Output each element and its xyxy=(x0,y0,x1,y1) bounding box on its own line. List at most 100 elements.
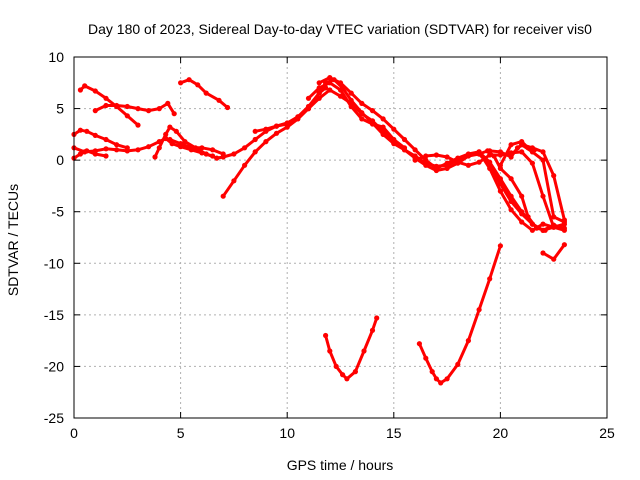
data-point xyxy=(165,100,171,106)
data-point xyxy=(263,126,269,132)
data-point xyxy=(369,121,376,127)
data-point xyxy=(529,160,536,166)
data-point xyxy=(103,146,109,152)
data-point xyxy=(182,139,188,145)
data-point xyxy=(152,154,158,160)
series-arc-20 xyxy=(417,244,502,385)
data-point xyxy=(103,102,109,109)
data-point xyxy=(540,193,546,199)
data-point xyxy=(337,87,344,93)
data-point xyxy=(561,227,568,233)
data-point xyxy=(252,128,258,134)
series-arc-11 xyxy=(307,81,406,150)
data-point xyxy=(77,87,83,93)
data-point xyxy=(369,327,376,333)
y-tick-label: 10 xyxy=(48,49,64,65)
data-point xyxy=(361,348,367,354)
x-tick-label: 10 xyxy=(279,425,295,441)
data-point xyxy=(327,348,333,354)
data-point xyxy=(323,332,329,339)
data-point xyxy=(508,152,514,158)
data-point xyxy=(156,106,162,112)
x-tick-label: 25 xyxy=(599,425,615,441)
data-point xyxy=(103,95,109,101)
data-point xyxy=(337,80,344,86)
data-point xyxy=(220,193,226,199)
data-point xyxy=(391,136,397,143)
data-point xyxy=(171,111,177,117)
data-point xyxy=(561,217,568,223)
data-point xyxy=(508,142,514,148)
data-point xyxy=(433,376,439,382)
data-point xyxy=(455,361,461,367)
data-point xyxy=(531,147,538,153)
data-point xyxy=(103,153,109,159)
data-point xyxy=(124,103,130,110)
data-point xyxy=(519,209,525,215)
y-tick-label: 5 xyxy=(56,101,64,117)
data-point xyxy=(327,80,333,86)
data-point xyxy=(487,165,493,171)
data-point xyxy=(487,276,493,282)
data-point xyxy=(210,147,216,153)
data-point xyxy=(231,151,237,157)
data-point xyxy=(444,160,450,166)
data-point xyxy=(252,136,258,143)
data-point xyxy=(92,108,98,114)
data-point xyxy=(444,154,450,160)
data-point xyxy=(359,100,365,106)
axis-ticks: 0 5 10 15 20 25 -25 -20 -15 -10 -5 0 5 10 xyxy=(44,49,615,441)
data-point xyxy=(529,227,536,233)
data-point xyxy=(455,155,461,161)
data-point xyxy=(263,139,269,145)
data-point xyxy=(519,139,525,145)
data-point xyxy=(465,162,471,168)
data-point xyxy=(401,145,408,151)
x-tick-label: 20 xyxy=(493,425,509,441)
data-point xyxy=(534,225,540,231)
data-point xyxy=(348,103,354,110)
grid-lines xyxy=(74,57,607,418)
data-point xyxy=(487,159,493,165)
data-point xyxy=(214,155,220,161)
data-point xyxy=(77,151,83,157)
data-point xyxy=(359,111,365,117)
data-point xyxy=(359,116,365,122)
data-point xyxy=(476,159,482,165)
data-point xyxy=(224,104,231,111)
series-arc-9 xyxy=(221,78,566,232)
data-point xyxy=(497,176,503,182)
data-point xyxy=(316,85,322,91)
x-axis-label: GPS time / hours xyxy=(287,457,394,473)
data-point xyxy=(508,176,514,182)
data-point xyxy=(92,132,98,138)
data-point xyxy=(316,95,322,101)
data-point xyxy=(476,151,482,157)
data-point xyxy=(77,127,83,133)
data-point xyxy=(273,123,280,129)
data-point xyxy=(195,82,201,88)
data-point xyxy=(92,88,98,94)
series-arc-1 xyxy=(72,128,129,150)
data-point xyxy=(124,113,130,119)
data-point xyxy=(135,147,141,153)
data-point xyxy=(476,307,482,313)
chart-title: Day 180 of 2023, Sidereal Day-to-day VTE… xyxy=(88,21,592,37)
data-point xyxy=(124,148,130,154)
data-point xyxy=(412,153,418,159)
data-point xyxy=(423,153,429,159)
data-point xyxy=(540,149,546,155)
data-series xyxy=(71,75,568,386)
data-point xyxy=(82,83,88,89)
y-tick-label: -5 xyxy=(52,204,65,220)
y-tick-label: -25 xyxy=(44,410,64,426)
data-point xyxy=(348,90,354,96)
data-point xyxy=(333,363,339,369)
data-point xyxy=(92,151,98,157)
x-tick-label: 15 xyxy=(386,425,402,441)
data-point xyxy=(412,147,418,153)
data-point xyxy=(551,173,557,179)
data-point xyxy=(220,151,226,157)
data-point xyxy=(84,128,90,134)
data-point xyxy=(84,148,90,154)
